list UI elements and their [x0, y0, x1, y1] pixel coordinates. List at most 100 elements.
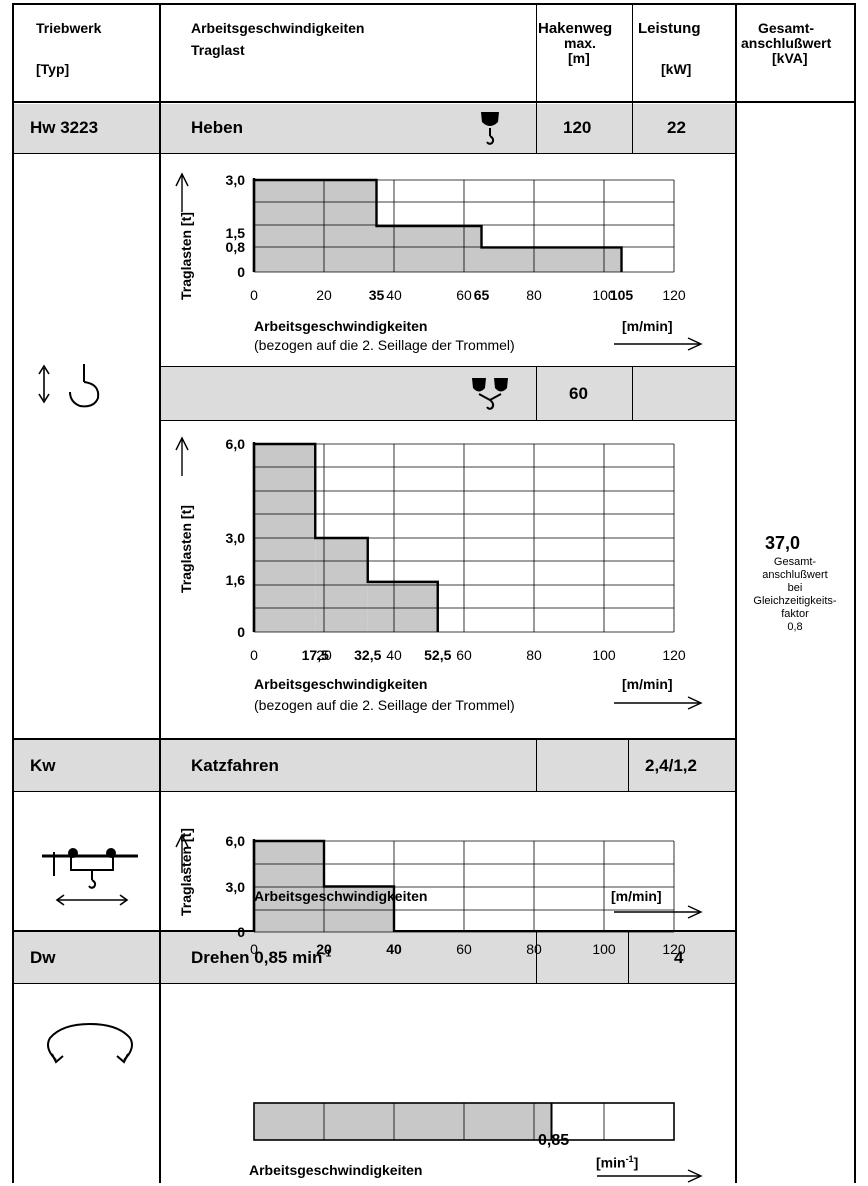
band-hw2 — [160, 366, 735, 420]
chart1-note: (bezogen auf die 2. Seillage der Trommel… — [254, 337, 515, 353]
katzfahren-ytick-0: 0 — [237, 924, 245, 940]
col-divider-3-dw — [628, 931, 629, 983]
chart1-ylabel: Traglasten [t] — [178, 212, 194, 300]
row-line-hw2-bottom — [160, 420, 735, 421]
header-triebwerk: Triebwerk — [36, 20, 102, 36]
katzfahren-x-arrow-head — [687, 905, 703, 919]
drehen-bar-fill — [254, 1103, 552, 1140]
heben-1-ytick-3,0: 3,0 — [226, 172, 246, 188]
kw-name: Katzfahren — [191, 756, 279, 775]
hw2-hakenweg: 60 — [569, 384, 588, 403]
heben-1-step-2 — [481, 247, 622, 272]
col-divider-3-header — [632, 3, 633, 101]
heben-2-xtick-20: 20 — [316, 647, 332, 663]
heben-1-ytick-1,5: 1,5 — [226, 225, 246, 241]
heben-1-xtick-0: 0 — [250, 287, 258, 303]
heben-1-ytick-0,8: 0,8 — [226, 239, 246, 255]
total-line6: 0,8 — [787, 621, 803, 633]
katzfahren-y-arrow-head — [175, 833, 189, 848]
heben-2-y-arrow-head — [175, 436, 189, 451]
chart3-unit: [m/min] — [611, 888, 662, 904]
heben-1-xtick-35: 35 — [369, 287, 385, 303]
header-hakenweg-max: max. — [564, 35, 596, 51]
drehen-x-arrow-head — [687, 1169, 703, 1183]
chart4-value-label: 0,85 — [538, 1132, 570, 1149]
katzfahren-xtick-60: 60 — [456, 941, 472, 957]
total-line5: faktor — [781, 608, 809, 620]
heben-2-xtick-60: 60 — [456, 647, 472, 663]
chart4-xlabel: Arbeitsgeschwindigkeiten — [249, 1162, 423, 1178]
col-divider-2-hw2 — [536, 366, 537, 420]
col-divider-4 — [735, 3, 737, 1183]
heben-2-xtick-17,5: 17,5 — [302, 647, 329, 663]
chart4-unit: [min-1] — [596, 1154, 638, 1171]
heben-2-xtick-100: 100 — [592, 647, 616, 663]
dw-name-text: Drehen 0,85 min — [191, 948, 323, 967]
katzfahren-step-1 — [324, 886, 394, 932]
chart1-unit: [m/min] — [622, 318, 673, 334]
header-typ: [Typ] — [36, 61, 70, 77]
row-line-hw-bottom — [12, 153, 735, 154]
total-line2: anschlußwert — [762, 569, 828, 581]
chart3-xlabel: Arbeitsgeschwindigkeiten — [254, 888, 428, 904]
chart3-ylabel: Traglasten [t] — [178, 828, 194, 916]
heben-2-x-arrow-head — [687, 696, 703, 710]
total-line4: Gleichzeitigkeits- — [753, 595, 837, 607]
header-gesamt: Gesamt- — [758, 20, 815, 36]
heben-1-xtick-40: 40 — [386, 287, 402, 303]
heben-2-xtick-0: 0 — [250, 647, 258, 663]
chart2-unit: [m/min] — [622, 676, 673, 692]
katzfahren-step-0 — [254, 841, 324, 932]
chart2-note: (bezogen auf die 2. Seillage der Trommel… — [254, 697, 515, 713]
heben-1-x-arrow-head — [687, 337, 703, 351]
heben-1-ytick-0: 0 — [237, 264, 245, 280]
header-hakenweg: Hakenweg — [538, 20, 613, 37]
hw-hakenweg: 120 — [563, 118, 592, 137]
header-arbeitsgeschwindigkeiten: Arbeitsgeschwindigkeiten — [191, 20, 365, 36]
dw-leistung: 4 — [674, 948, 684, 967]
heben-1-xtick-20: 20 — [316, 287, 332, 303]
heben-2-ytick-3,0: 3,0 — [226, 530, 246, 546]
katzfahren-xtick-40: 40 — [386, 941, 402, 957]
total-line1: Gesamt- — [773, 556, 817, 568]
table-top — [12, 3, 856, 5]
heben-2-step-2 — [367, 581, 438, 632]
heben-1-y-arrow-head — [175, 172, 189, 187]
katzfahren-ytick-6,0: 6,0 — [226, 833, 246, 849]
heben-1-xtick-120: 120 — [662, 287, 686, 303]
trolley-travel-icon — [42, 848, 138, 906]
row-line-hw2-top — [160, 366, 735, 367]
heben-1-xtick-80: 80 — [526, 287, 542, 303]
heben-1-xtick-65: 65 — [474, 287, 490, 303]
heben-1-step-1 — [376, 226, 482, 272]
single-hook-icon — [481, 112, 499, 145]
slewing-rotation-icon — [47, 1022, 133, 1064]
heben-1-xtick-105: 105 — [610, 287, 634, 303]
heben-2-xtick-80: 80 — [526, 647, 542, 663]
heben-2-ytick-1,6: 1,6 — [226, 572, 246, 588]
band-hw — [12, 104, 735, 153]
header-anschlusswert: anschlußwert — [741, 35, 832, 51]
dw-name: Drehen 0,85 min-1 — [191, 948, 331, 968]
heben-2-xtick-52,5: 52,5 — [424, 647, 451, 663]
heben-1-xtick-60: 60 — [456, 287, 472, 303]
row-line-kw-bottom — [12, 791, 735, 792]
heben-2-ytick-6,0: 6,0 — [226, 436, 246, 452]
header-kva: [kVA] — [772, 50, 808, 66]
heben-1-xtick-100: 100 — [592, 287, 616, 303]
band-kw — [12, 739, 735, 791]
heben-2-ytick-0: 0 — [237, 624, 245, 640]
col-divider-2-dw — [536, 931, 537, 983]
band-dw — [12, 931, 735, 983]
col-divider-3-kw — [628, 739, 629, 791]
katzfahren-xtick-0: 0 — [250, 941, 258, 957]
kw-type: Kw — [30, 756, 56, 775]
heben-1-step-outline — [252, 178, 623, 272]
hw-type: Hw 3223 — [30, 118, 99, 137]
katzfahren-xtick-100: 100 — [592, 941, 616, 957]
katzfahren-xtick-80: 80 — [526, 941, 542, 957]
chart4-unit-end: ] — [633, 1154, 639, 1171]
table-right — [854, 3, 856, 1183]
